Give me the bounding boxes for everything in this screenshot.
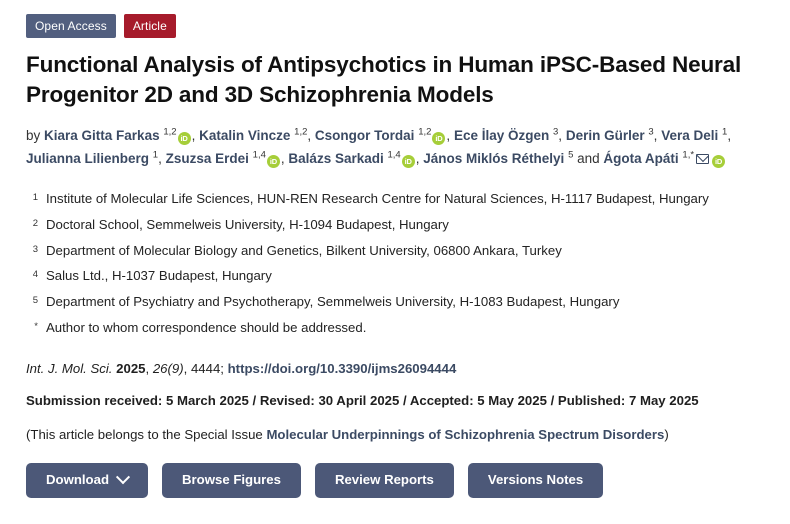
review-reports-button-label: Review Reports xyxy=(334,472,434,488)
versions-notes-button[interactable]: Versions Notes xyxy=(467,463,604,498)
orcid-icon[interactable]: iD xyxy=(432,131,446,145)
author-name-link[interactable]: Ece İlay Özgen xyxy=(453,127,550,143)
affiliation-marker: 5 xyxy=(32,295,38,307)
author-name-link[interactable]: János Miklós Réthelyi xyxy=(423,151,565,167)
badge-row: Open Access Article xyxy=(26,14,772,38)
affiliation-item: 2 Doctoral School, Semmelweis University,… xyxy=(26,212,772,238)
author-separator: , xyxy=(280,151,285,167)
affiliation-marker: 4 xyxy=(32,269,38,281)
author-separator: , xyxy=(415,151,420,167)
authors-by-label: by xyxy=(26,127,41,143)
author-separator: , xyxy=(446,127,451,143)
author-affiliation-superscript[interactable]: 1,4 xyxy=(252,149,266,161)
affiliation-list: 1 Institute of Molecular Life Sciences, H… xyxy=(26,186,772,340)
author-name-link[interactable]: Julianna Lilienberg xyxy=(26,151,150,167)
author-separator: , xyxy=(727,127,732,143)
author-affiliation-superscript[interactable]: 1,2 xyxy=(294,126,308,138)
affiliation-text: Salus Ltd., H-1037 Budapest, Hungary xyxy=(46,268,272,284)
chevron-down-icon xyxy=(115,470,131,485)
affiliation-text: Department of Molecular Biology and Gene… xyxy=(46,242,562,258)
author-name-link[interactable]: Balázs Sarkadi xyxy=(288,151,384,167)
orcid-icon[interactable]: iD xyxy=(266,155,280,169)
affiliation-item: 1 Institute of Molecular Life Sciences, H… xyxy=(26,186,772,212)
article-header-page: Open Access Article Functional Analysis … xyxy=(0,0,790,498)
affiliation-marker: 1 xyxy=(32,192,38,204)
author-name-link[interactable]: Ágota Apáti xyxy=(603,151,679,167)
affiliation-marker: 2 xyxy=(32,218,38,230)
review-reports-button[interactable]: Review Reports xyxy=(314,463,454,498)
orcid-icon[interactable]: iD xyxy=(401,155,415,169)
open-access-badge[interactable]: Open Access xyxy=(26,14,116,38)
submission-dates-line: Submission received: 5 March 2025 / Revi… xyxy=(26,393,699,409)
citation-comma-2: , xyxy=(183,360,191,376)
affiliation-marker: 3 xyxy=(32,243,38,255)
special-issue-prefix: (This article belongs to the Special Iss… xyxy=(26,427,267,443)
author-affiliation-superscript[interactable]: 1,* xyxy=(682,149,695,161)
affiliation-text: Department of Psychiatry and Psychothera… xyxy=(46,294,620,310)
doi-link[interactable]: https://doi.org/10.3390/ijms26094444 xyxy=(227,360,457,376)
affiliation-item: 3 Department of Molecular Biology and Gen… xyxy=(26,238,772,264)
author-separator-and: and xyxy=(573,151,600,167)
orcid-icon[interactable]: iD xyxy=(177,131,191,145)
author-affiliation-superscript[interactable]: 5 xyxy=(568,149,574,161)
author-name-link[interactable]: Zsuzsa Erdei xyxy=(165,151,249,167)
author-affiliation-superscript[interactable]: 1 xyxy=(722,126,728,138)
action-button-row: Download Browse Figures Review Reports V… xyxy=(26,463,772,498)
author-affiliation-superscript[interactable]: 1,2 xyxy=(163,126,177,138)
special-issue-link[interactable]: Molecular Underpinnings of Schizophrenia… xyxy=(266,427,665,443)
author-separator: , xyxy=(307,127,312,143)
author-name-link[interactable]: Derin Gürler xyxy=(565,127,645,143)
author-affiliation-superscript[interactable]: 1 xyxy=(152,149,159,161)
author-separator: , xyxy=(558,127,563,143)
versions-notes-button-label: Versions Notes xyxy=(487,472,584,488)
author-affiliation-superscript[interactable]: 1,4 xyxy=(387,149,401,161)
author-separator: , xyxy=(653,127,658,143)
author-affiliation-superscript[interactable]: 3 xyxy=(553,126,559,138)
citation-semicolon: ; xyxy=(220,360,228,376)
affiliation-text: Doctoral School, Semmelweis University, … xyxy=(46,217,449,233)
browse-figures-button-label: Browse Figures xyxy=(182,472,281,488)
affiliation-item: 5 Department of Psychiatry and Psychother… xyxy=(26,289,772,315)
download-button[interactable]: Download xyxy=(26,463,149,498)
author-name-link[interactable]: Csongor Tordai xyxy=(314,127,415,143)
citation-article-number: 4444 xyxy=(190,360,221,376)
author-separator: , xyxy=(158,151,162,167)
citation-line: Int. J. Mol. Sci. 2025, 26(9), 4444; htt… xyxy=(26,359,772,379)
affiliation-text: Author to whom correspondence should be … xyxy=(46,319,367,335)
page-title: Functional Analysis of Antipsychotics in… xyxy=(26,52,742,107)
author-separator: , xyxy=(191,127,196,143)
orcid-icon[interactable]: iD xyxy=(712,155,726,169)
author-list: by Kiara Gitta Farkas 1,2iD, Katalin Vin… xyxy=(26,124,772,170)
email-icon[interactable] xyxy=(696,154,710,165)
citation-journal: Int. J. Mol. Sci. xyxy=(26,360,113,376)
author-name-link[interactable]: Vera Deli xyxy=(661,127,719,143)
author-affiliation-superscript[interactable]: 1,2 xyxy=(418,126,432,138)
affiliation-item: 4 Salus Ltd., H-1037 Budapest, Hungary xyxy=(26,263,772,289)
author-affiliation-superscript[interactable]: 3 xyxy=(648,126,654,138)
special-issue-line: (This article belongs to the Special Iss… xyxy=(26,425,772,445)
browse-figures-button[interactable]: Browse Figures xyxy=(162,463,301,498)
citation-year: 2025 xyxy=(116,360,146,376)
citation-volume-issue: 26(9) xyxy=(152,360,184,376)
affiliation-text: Institute of Molecular Life Sciences, HU… xyxy=(46,191,709,207)
article-type-badge[interactable]: Article xyxy=(123,14,176,38)
special-issue-suffix: ) xyxy=(664,427,669,443)
affiliation-item: * Author to whom correspondence should be… xyxy=(26,315,772,341)
download-button-label: Download xyxy=(46,472,110,488)
citation-comma-1: , xyxy=(145,360,153,376)
author-name-link[interactable]: Kiara Gitta Farkas xyxy=(44,127,160,143)
author-name-link[interactable]: Katalin Vincze xyxy=(199,127,291,143)
affiliation-marker: * xyxy=(34,320,38,332)
